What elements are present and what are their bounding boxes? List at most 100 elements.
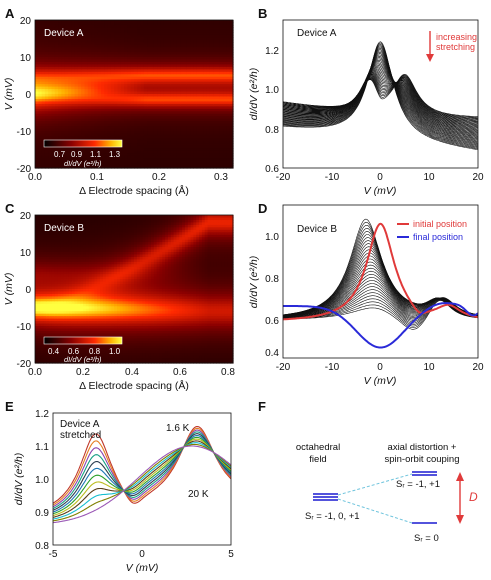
heatmap-a-cell [74, 69, 79, 73]
heatmap-c-cell [91, 217, 95, 221]
heatmap-c-cell [37, 301, 42, 305]
heatmap-a-cell [117, 29, 122, 33]
heatmap-c-cell [80, 333, 84, 337]
heatmap-a-cell [81, 91, 86, 95]
heatmap-a-cell [160, 76, 165, 80]
heatmap-a-cell [71, 20, 76, 24]
heatmap-c-cell [63, 274, 67, 278]
heatmap-a-cell [193, 135, 198, 139]
heatmap-a-cell [209, 34, 214, 38]
heatmap-c-cell [88, 291, 93, 295]
heatmap-a-cell [107, 86, 112, 90]
heatmap-c-cell [51, 217, 56, 221]
heatmap-a-cell [173, 126, 178, 130]
heatmap-a-cell [124, 123, 128, 127]
heatmap-a-cell [84, 153, 89, 157]
heatmap-a-cell [71, 76, 76, 80]
heatmap-c-cell [40, 293, 45, 297]
heatmap-a-cell [117, 103, 122, 107]
heatmap-c-cell [63, 313, 67, 317]
heatmap-a-cell [38, 86, 43, 90]
heatmap-c-cell [94, 330, 98, 334]
heatmap-a-cell [143, 54, 148, 58]
heatmap-a-cell [87, 135, 92, 139]
heatmap-a-cell [84, 24, 89, 28]
heatmap-a-cell [157, 61, 161, 65]
heatmap-c-cell [94, 271, 98, 275]
heatmap-a-cell [91, 145, 95, 149]
heatmap-a-cell [61, 111, 66, 115]
heatmap-a-cell [140, 61, 145, 65]
heatmap-a-cell [183, 76, 188, 80]
heatmap-c-cell [60, 358, 64, 362]
heatmap-a-cell [183, 143, 188, 147]
heatmap-a-cell [206, 59, 211, 63]
heatmap-a-cell [137, 128, 142, 132]
heatmap-a-cell [54, 113, 59, 117]
heatmap-c-cell [46, 303, 50, 307]
heatmap-a-cell [193, 153, 198, 157]
heatmap-a-cell [213, 160, 218, 164]
heatmap-a-cell [183, 81, 188, 85]
heatmap-c-cell [35, 259, 39, 263]
heatmap-c-cell [40, 249, 45, 253]
heatmap-a-cell [107, 49, 112, 53]
heatmap-a-cell [61, 44, 66, 48]
heatmap-a-cell [176, 69, 181, 73]
heatmap-a-cell [196, 52, 201, 56]
heatmap-a-cell [173, 113, 178, 117]
heatmap-a-cell [51, 135, 56, 139]
curve-b [283, 75, 478, 120]
heatmap-c-cell [57, 269, 62, 273]
heatmap-c-cell [88, 271, 93, 275]
heatmap-a-cell [87, 32, 92, 36]
heatmap-a-cell [229, 106, 234, 110]
heatmap-a-cell [107, 123, 112, 127]
heatmap-a-cell [104, 66, 109, 70]
heatmap-a-cell [229, 98, 234, 102]
heatmap-c-cell [63, 266, 67, 270]
heatmap-a-cell [193, 113, 198, 117]
heatmap-a-cell [193, 116, 198, 120]
heatmap-c-cell [91, 284, 95, 288]
heatmap-a-cell [209, 47, 214, 51]
heatmap-a-cell [84, 131, 89, 135]
heatmap-a-cell [150, 27, 155, 31]
heatmap-a-cell [140, 158, 145, 162]
heatmap-a-cell [114, 153, 119, 157]
heatmap-a-cell [81, 89, 86, 93]
heatmap-a-cell [130, 39, 135, 43]
heatmap-a-cell [104, 74, 109, 78]
heatmap-a-cell [190, 76, 194, 80]
heatmap-a-cell [107, 106, 112, 110]
heatmap-c-cell [68, 301, 73, 305]
heatmap-c-cell [88, 321, 93, 325]
heatmap-a-cell [147, 121, 152, 125]
heatmap-a-cell [193, 138, 198, 142]
heatmap-c-cell [35, 271, 39, 275]
heatmap-a-cell [94, 34, 99, 38]
heatmap-a-cell [143, 96, 148, 100]
heatmap-a-cell [213, 91, 218, 95]
heatmap-a-cell [140, 116, 145, 120]
heatmap-c-cell [57, 232, 62, 236]
heatmap-c-cell [80, 279, 84, 283]
heatmap-a-cell [219, 54, 224, 58]
heatmap-a-cell [101, 111, 105, 115]
heatmap-a-cell [163, 128, 168, 132]
heatmap-c-cell [66, 303, 70, 307]
heatmap-a-cell [147, 103, 152, 107]
heatmap-c-cell [85, 215, 90, 219]
heatmap-c-cell [68, 249, 73, 253]
heatmap-a-cell [48, 49, 53, 53]
heatmap-c-cell [74, 291, 79, 295]
heatmap-a-cell [203, 89, 208, 93]
heatmap-a-cell [186, 69, 191, 73]
heatmap-a-cell [35, 121, 39, 125]
heatmap-a-cell [200, 123, 204, 127]
heatmap-c-cell [71, 217, 76, 221]
heatmap-c-cell [49, 333, 53, 337]
heatmap-c-cell [91, 252, 95, 256]
heatmap-a-cell [196, 140, 201, 144]
heatmap-a-cell [180, 135, 185, 139]
